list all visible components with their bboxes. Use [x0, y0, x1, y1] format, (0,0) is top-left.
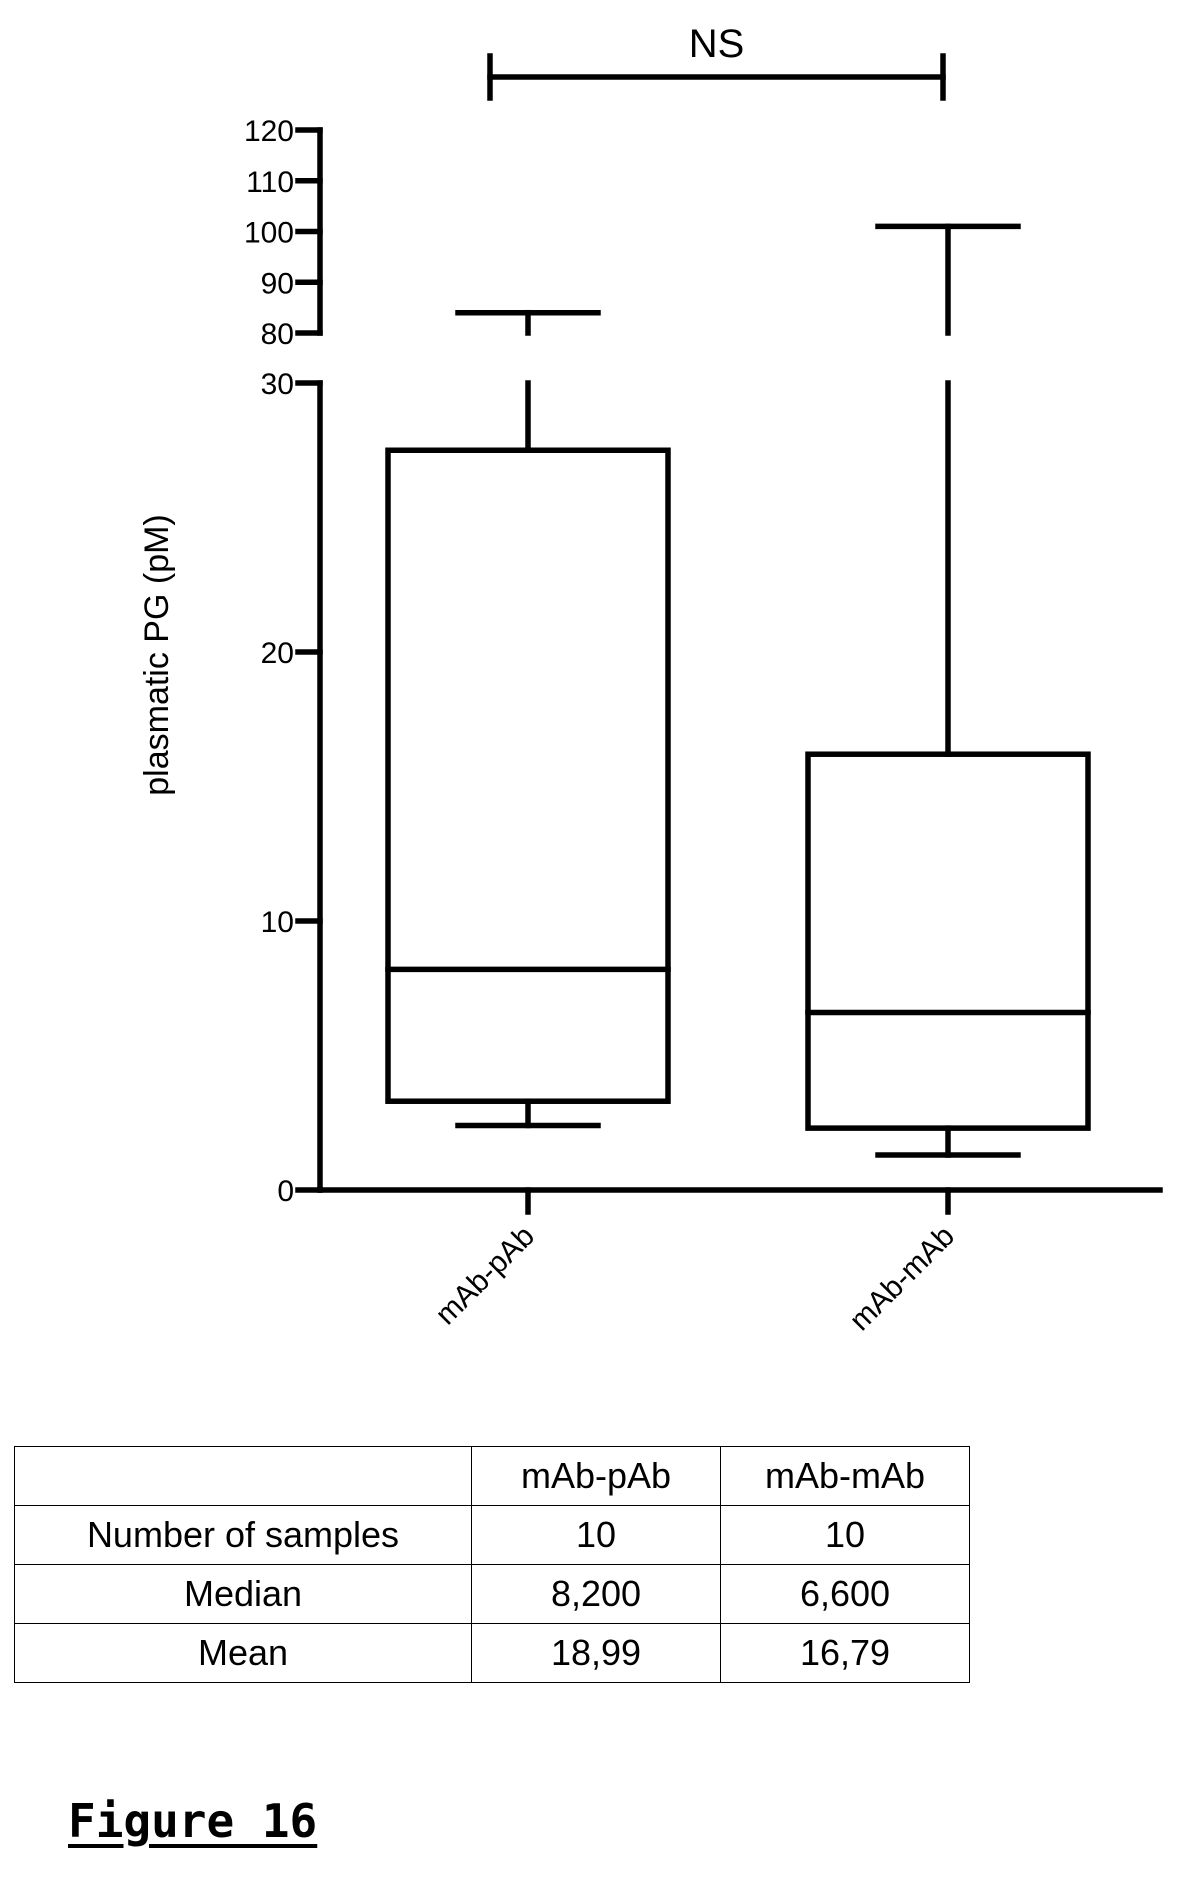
x-tick-label: mAb-pAb [429, 1220, 541, 1332]
table-header-row: mAb-pAb mAb-mAb [14, 1446, 970, 1506]
table-cell: 16,79 [720, 1623, 970, 1683]
table-row-label: Median [14, 1564, 472, 1624]
x-tick-label: mAb-mAb [843, 1220, 961, 1338]
table-header-cell: mAb-pAb [471, 1446, 721, 1506]
x-axis: mAb-pAb mAb-mAb [317, 1187, 1163, 1338]
y-tick-label: 100 [244, 217, 294, 250]
y-tick-label: 120 [244, 115, 294, 148]
y-tick-label: 110 [246, 166, 294, 199]
y-tick-label: 0 [277, 1175, 294, 1208]
table-cell: 10 [471, 1505, 721, 1565]
table-cell: 10 [720, 1505, 970, 1565]
y-tick-label: 80 [261, 318, 294, 351]
box-plot-chart: 0 10 20 30 80 90 100 110 120 mAb-pAb mAb-mAb NS p… [138, 22, 1163, 1338]
table-header-cell: mAb-mAb [720, 1446, 970, 1506]
boxes [385, 223, 1091, 1158]
y-tick-label: 20 [261, 637, 294, 670]
y-tick-label: 90 [261, 267, 294, 300]
y-axis: 0 10 20 30 80 90 100 110 120 [244, 115, 323, 1208]
figure-caption: Figure 16 [68, 1794, 318, 1848]
box [805, 751, 1091, 1131]
table-row-label: Mean [14, 1623, 472, 1683]
y-tick-label: 10 [261, 906, 294, 939]
summary-table: mAb-pAb mAb-mAb Number of samples 10 10 … [14, 1446, 970, 1683]
y-axis-title: plasmatic PG (pM) [138, 514, 176, 796]
table-row-label: Number of samples [14, 1505, 472, 1565]
table-cell: 6,600 [720, 1564, 970, 1624]
significance-bracket: NS [487, 22, 946, 101]
box [385, 447, 671, 1104]
table-row: Median 8,200 6,600 [14, 1564, 970, 1624]
table-cell: 8,200 [471, 1564, 721, 1624]
y-tick-label: 30 [261, 368, 294, 401]
table-cell: 18,99 [471, 1623, 721, 1683]
significance-label: NS [689, 22, 745, 66]
table-row: Number of samples 10 10 [14, 1505, 970, 1565]
table-header-cell [14, 1446, 472, 1506]
table-row: Mean 18,99 16,79 [14, 1623, 970, 1683]
